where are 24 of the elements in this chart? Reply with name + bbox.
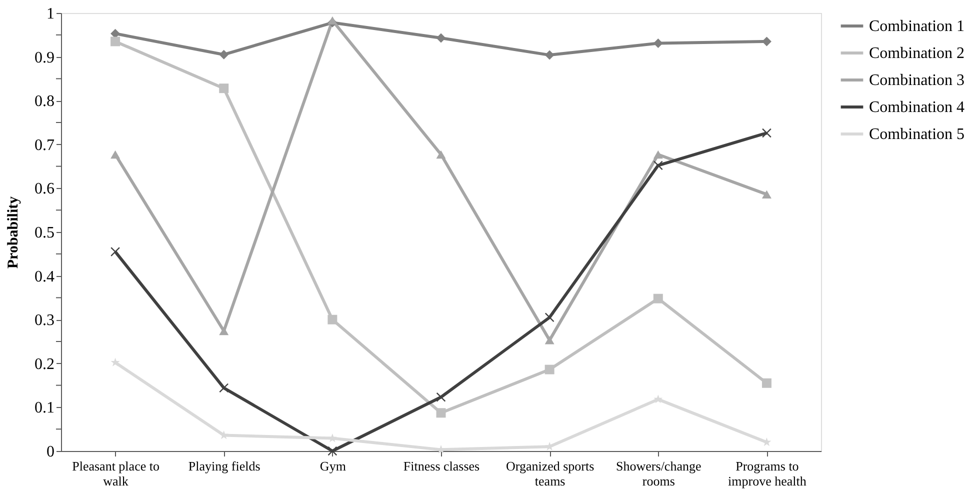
x-tick-label: Showers/change rooms (616, 458, 702, 488)
y-tick-label: 1 (46, 6, 54, 22)
legend-label: Combination 3 (869, 72, 965, 89)
x-tick-label: Pleasant place to walk (72, 458, 160, 488)
y-tick-label: 0.5 (34, 224, 54, 242)
y-tick-label: 0.7 (34, 136, 54, 154)
x-tick-label: Programs to improve health (728, 458, 807, 488)
y-axis-title: Probability (6, 196, 22, 269)
legend-label: Combination 1 (869, 18, 965, 35)
y-tick-label: 0.4 (34, 268, 54, 286)
legend-label: Combination 4 (869, 99, 965, 116)
y-tick-label: 0 (46, 444, 54, 460)
y-tick-label: 0.9 (34, 49, 54, 66)
x-tick-label: Playing fields (188, 458, 260, 474)
y-tick-label: 0.2 (34, 356, 54, 373)
x-tick-label: Fitness classes (403, 458, 480, 474)
y-tick-label: 0.1 (34, 400, 54, 417)
x-tick-label: Organized sports teams (506, 458, 594, 488)
legend-label: Combination 5 (869, 126, 965, 143)
y-tick-label: 0.3 (34, 312, 54, 330)
y-tick-label: 0.8 (34, 93, 54, 110)
y-tick-label: 0.6 (34, 180, 54, 198)
legend-label: Combination 2 (869, 45, 965, 62)
x-tick-label: Gym (320, 458, 346, 474)
